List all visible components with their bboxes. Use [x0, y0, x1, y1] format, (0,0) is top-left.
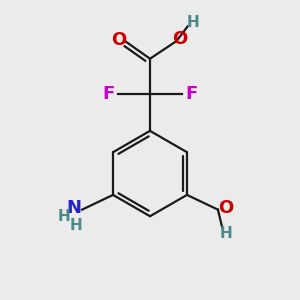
Text: O: O	[172, 30, 187, 48]
Text: H: H	[187, 15, 200, 30]
Text: H: H	[220, 226, 232, 241]
Text: O: O	[218, 199, 233, 217]
Text: H: H	[70, 218, 83, 233]
Text: N: N	[66, 199, 81, 217]
Text: O: O	[111, 31, 126, 49]
Text: F: F	[103, 85, 115, 103]
Text: F: F	[185, 85, 197, 103]
Text: H: H	[58, 208, 70, 224]
